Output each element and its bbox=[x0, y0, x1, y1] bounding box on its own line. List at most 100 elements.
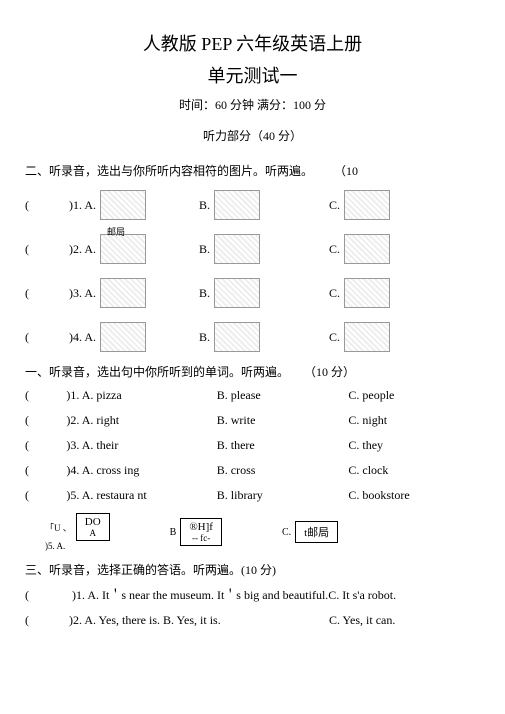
section1-instruction: 一、听录音，选出句中你所听到的单词。听两遍。 （10 分） bbox=[25, 363, 480, 380]
opt-a: )4. A. bbox=[69, 322, 199, 352]
box-c: t邮局 bbox=[295, 521, 338, 543]
label-b: B. bbox=[199, 330, 210, 345]
opt-a: )4. A. cross ing bbox=[66, 463, 216, 478]
post-office-label: 邮局 bbox=[107, 225, 125, 238]
box-b: ®H]f -- fc- bbox=[180, 518, 222, 546]
section1-text: 一、听录音，选出句中你所听到的单词。听两遍。 bbox=[25, 365, 289, 379]
paren: ( bbox=[25, 613, 69, 628]
paren: ( bbox=[25, 388, 66, 403]
paren: ( bbox=[25, 286, 69, 301]
envelope-icon bbox=[344, 190, 390, 220]
shop-icon bbox=[344, 278, 390, 308]
time-score: 时间：60 分钟 满分：100 分 bbox=[25, 96, 480, 113]
num-1a: )1. A. bbox=[69, 198, 96, 213]
opt-c: C. bookstore bbox=[348, 488, 480, 503]
pic-row-2: ( )2. A. 邮局 B. C. bbox=[25, 231, 480, 267]
paren: ( bbox=[25, 488, 66, 503]
text-row-2: ( )2. A. right B. write C. night bbox=[25, 413, 480, 428]
store-icon bbox=[344, 322, 390, 352]
label-c: C. bbox=[329, 330, 340, 345]
box-a-top: DO bbox=[85, 516, 101, 528]
cinema-icon bbox=[344, 234, 390, 264]
houses-icon bbox=[100, 322, 146, 352]
listening-section-label: 听力部分（40 分） bbox=[25, 127, 480, 144]
paren: ( bbox=[25, 330, 69, 345]
opt-c: C. bbox=[329, 322, 439, 352]
opt-a: )2. A. 邮局 bbox=[69, 234, 199, 264]
mid-b: B bbox=[170, 527, 177, 538]
postcard-icon bbox=[100, 190, 146, 220]
ferris-wheel-icon bbox=[100, 278, 146, 308]
c-label: C. bbox=[282, 527, 291, 538]
box-b-top: ®H]f bbox=[189, 521, 213, 533]
box-c-wrap: C. t邮局 bbox=[282, 521, 338, 543]
opt-a: )2. A. right bbox=[66, 413, 216, 428]
opt-c: C. they bbox=[348, 438, 480, 453]
section1-points: （10 分） bbox=[304, 365, 355, 379]
paren: ( bbox=[25, 413, 66, 428]
num-3a: )3. A. bbox=[69, 286, 96, 301]
box-a-wrap: 「U 、 DO A )5. A. bbox=[45, 513, 110, 551]
building-icon bbox=[214, 234, 260, 264]
q3-2-c: C. Yes, it can. bbox=[329, 613, 395, 628]
num-2a: )2. A. bbox=[69, 242, 96, 257]
section3-instruction: 三、听录音，选择正确的答语。听两遍。(10 分) bbox=[25, 561, 480, 578]
box-row: 「U 、 DO A )5. A. B ®H]f -- fc- C. t邮局 bbox=[45, 513, 480, 551]
q3-2-ab: )2. A. Yes, there is. B. Yes, it is. bbox=[69, 613, 329, 628]
opt-b: B. bbox=[199, 278, 329, 308]
opt-b: B. write bbox=[217, 413, 349, 428]
paren: ( bbox=[25, 242, 69, 257]
opt-a: )5. A. restaura nt bbox=[66, 488, 216, 503]
house-icon bbox=[214, 322, 260, 352]
opt-a: )1. A. bbox=[69, 190, 199, 220]
pic-row-4: ( )4. A. B. C. bbox=[25, 319, 480, 355]
label-c: C. bbox=[329, 286, 340, 301]
opt-b: B. library bbox=[217, 488, 349, 503]
opt-b: B. bbox=[199, 190, 329, 220]
label-c: C. bbox=[329, 198, 340, 213]
section2-text: 二、听录音，选出与你所听内容相符的图片。听两遍。 bbox=[25, 164, 313, 178]
post-office-icon: 邮局 bbox=[100, 234, 146, 264]
opt-c: C. bbox=[329, 234, 439, 264]
opt-a: )3. A. their bbox=[66, 438, 216, 453]
q3-1-text: )1. A. It＇s near the museum. It＇s big an… bbox=[72, 588, 396, 602]
label-c: C. bbox=[329, 242, 340, 257]
opt-c: C. bbox=[329, 190, 439, 220]
box-a: DO A bbox=[76, 513, 110, 541]
label-b: B. bbox=[199, 286, 210, 301]
box-a-bot: A bbox=[85, 528, 101, 538]
computer-icon bbox=[214, 190, 260, 220]
opt-c: C. people bbox=[348, 388, 480, 403]
opt-c: C. clock bbox=[348, 463, 480, 478]
title-line2: 单元测试一 bbox=[25, 62, 480, 88]
painting-icon bbox=[214, 278, 260, 308]
opt-b: B. there bbox=[217, 438, 349, 453]
opt-b: B. bbox=[199, 234, 329, 264]
opt-b: B. cross bbox=[217, 463, 349, 478]
label-b: B. bbox=[199, 242, 210, 257]
box-left-num: )5. A. bbox=[45, 541, 65, 551]
q3-2: ( )2. A. Yes, there is. B. Yes, it is. C… bbox=[25, 613, 480, 628]
label-b: B. bbox=[199, 198, 210, 213]
opt-a: )3. A. bbox=[69, 278, 199, 308]
text-row-1: ( )1. A. pizza B. please C. people bbox=[25, 388, 480, 403]
box-b-bot: -- fc- bbox=[189, 533, 213, 543]
pic-row-1: ( )1. A. B. C. bbox=[25, 187, 480, 223]
opt-b: B. please bbox=[217, 388, 349, 403]
paren: ( bbox=[25, 438, 66, 453]
paren: ( bbox=[25, 588, 69, 603]
title-line1: 人教版 PEP 六年级英语上册 bbox=[25, 30, 480, 56]
text-row-3: ( )3. A. their B. there C. they bbox=[25, 438, 480, 453]
box-b-wrap: B ®H]f -- fc- bbox=[170, 518, 222, 546]
box-left-pre: 「U 、 bbox=[45, 521, 72, 534]
section2-points: （10 bbox=[334, 164, 358, 178]
opt-c: C. bbox=[329, 278, 439, 308]
q3-1: ( )1. A. It＇s near the museum. It＇s big … bbox=[25, 586, 480, 603]
pic-row-3: ( )3. A. B. C. bbox=[25, 275, 480, 311]
text-row-4: ( )4. A. cross ing B. cross C. clock bbox=[25, 463, 480, 478]
paren: ( bbox=[25, 198, 69, 213]
opt-c: C. night bbox=[348, 413, 480, 428]
text-row-5: ( )5. A. restaura nt B. library C. books… bbox=[25, 488, 480, 503]
num-4a: )4. A. bbox=[69, 330, 96, 345]
opt-b: B. bbox=[199, 322, 329, 352]
